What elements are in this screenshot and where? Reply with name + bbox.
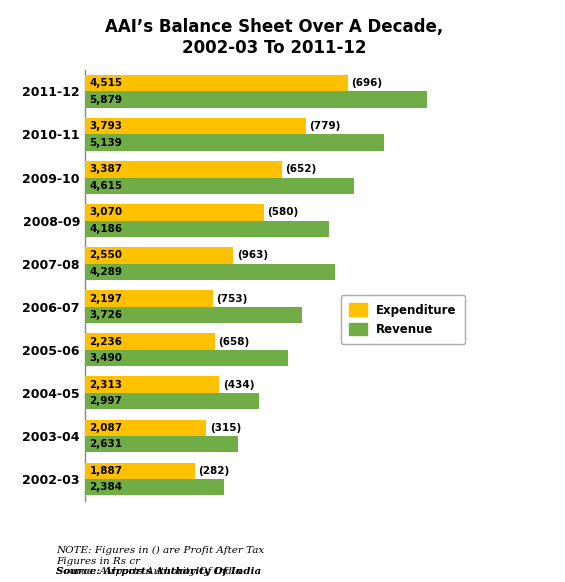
Bar <box>85 377 219 393</box>
Text: 4,289: 4,289 <box>89 267 123 277</box>
Text: 2,631: 2,631 <box>89 439 123 449</box>
Text: 2,313: 2,313 <box>89 379 123 390</box>
Bar <box>85 204 263 221</box>
Bar <box>85 290 212 307</box>
Bar <box>85 479 224 495</box>
Text: (282): (282) <box>198 466 229 476</box>
Bar <box>85 161 282 178</box>
Bar <box>85 307 302 323</box>
Bar <box>85 118 306 134</box>
Text: Source: Airports Authority Of India: Source: Airports Authority Of India <box>56 546 262 576</box>
Text: (652): (652) <box>285 164 317 175</box>
Bar <box>85 463 195 479</box>
Text: 4,186: 4,186 <box>89 223 123 234</box>
Text: 2,997: 2,997 <box>89 396 122 406</box>
Bar <box>85 134 384 151</box>
Bar <box>85 221 328 237</box>
Bar <box>85 350 288 366</box>
Text: NOTE: Figures in () are Profit After Tax
Figures in Rs cr
Source: Airports Autho: NOTE: Figures in () are Profit After Tax… <box>56 546 265 576</box>
Text: 3,490: 3,490 <box>89 353 123 363</box>
Text: (658): (658) <box>219 336 250 347</box>
Text: (779): (779) <box>309 121 341 132</box>
Bar <box>85 91 427 108</box>
Bar <box>85 247 233 264</box>
Text: (963): (963) <box>237 250 268 261</box>
Bar <box>85 393 259 409</box>
Text: (434): (434) <box>223 379 254 390</box>
Text: 2,550: 2,550 <box>89 250 123 261</box>
Text: 4,515: 4,515 <box>89 78 123 88</box>
Text: 2,236: 2,236 <box>89 336 123 347</box>
Text: 2,197: 2,197 <box>89 293 123 304</box>
Bar <box>85 75 347 91</box>
Text: 2,384: 2,384 <box>89 482 123 492</box>
Bar <box>85 436 238 452</box>
Title: AAI’s Balance Sheet Over A Decade,
2002-03 To 2011-12: AAI’s Balance Sheet Over A Decade, 2002-… <box>105 19 443 57</box>
Text: 3,387: 3,387 <box>89 164 123 175</box>
Text: 1,887: 1,887 <box>89 466 123 476</box>
Text: 5,879: 5,879 <box>89 94 123 105</box>
Text: 2,087: 2,087 <box>89 423 123 433</box>
Bar <box>85 420 206 436</box>
Text: 5,139: 5,139 <box>89 137 122 148</box>
Text: 3,793: 3,793 <box>89 121 123 132</box>
Text: 4,615: 4,615 <box>89 180 123 191</box>
Bar <box>85 333 215 350</box>
Text: (753): (753) <box>216 293 247 304</box>
Legend: Expenditure, Revenue: Expenditure, Revenue <box>341 295 465 344</box>
Bar <box>85 264 334 280</box>
Text: (580): (580) <box>267 207 298 218</box>
Text: (315): (315) <box>210 423 241 433</box>
Text: 3,070: 3,070 <box>89 207 123 218</box>
Text: 3,726: 3,726 <box>89 310 123 320</box>
Text: (696): (696) <box>351 78 383 88</box>
Bar <box>85 178 354 194</box>
